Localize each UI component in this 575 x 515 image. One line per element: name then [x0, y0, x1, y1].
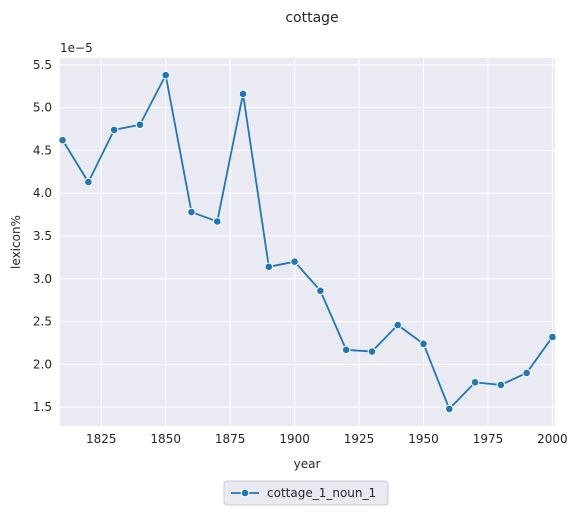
data-point	[419, 339, 428, 349]
data-point	[341, 345, 351, 355]
series-group	[58, 70, 557, 414]
data-point	[84, 177, 93, 187]
y-tick-label: 4.5	[33, 143, 52, 157]
data-point	[238, 89, 248, 99]
data-point	[393, 320, 403, 330]
data-point	[290, 257, 299, 266]
series-line	[61, 74, 554, 410]
y-tick-label: 4.0	[33, 186, 52, 200]
data-point	[548, 332, 557, 342]
data-point	[264, 262, 274, 272]
x-tick-label: 2000	[537, 432, 568, 446]
legend-box	[223, 480, 389, 506]
x-tick-label: 1975	[473, 432, 504, 446]
x-tick-label: 1875	[215, 432, 246, 446]
y-tick-label: 1.5	[33, 400, 52, 414]
legend-entry-label: cottage_1_noun_1	[267, 486, 376, 500]
legend: cottage_1_noun_1	[223, 480, 389, 506]
data-point	[58, 135, 67, 145]
data-point	[496, 380, 506, 390]
y-tick-label: 2.0	[33, 357, 52, 371]
chart-title: cottage	[285, 10, 338, 26]
x-tick-label: 1850	[150, 432, 181, 446]
y-axis-label: lexicon%	[9, 215, 23, 269]
data-point	[470, 378, 480, 387]
y-tick-label: 5.5	[33, 58, 52, 72]
legend-marker-swatch	[240, 488, 250, 498]
y-offset-label: 1e−5	[60, 41, 93, 55]
x-tick-labels: 1825 1850 1875 1900 1925 1950 1975 2000	[86, 432, 568, 446]
grid-lines	[60, 58, 555, 426]
x-tick-label: 1825	[86, 432, 117, 446]
x-tick-label: 1925	[344, 432, 375, 446]
data-point	[135, 120, 145, 130]
plot-area	[60, 58, 555, 426]
y-tick-label: 3.5	[33, 229, 52, 243]
data-point	[522, 368, 531, 378]
data-point	[187, 207, 196, 217]
data-point	[212, 217, 222, 226]
x-axis-label: year	[294, 457, 321, 471]
y-tick-label: 3.0	[33, 272, 52, 286]
data-point	[316, 286, 325, 296]
y-tick-label: 5.0	[33, 101, 52, 115]
x-tick-label: 1950	[408, 432, 439, 446]
x-tick-label: 1900	[279, 432, 310, 446]
data-point	[367, 347, 377, 356]
data-point	[444, 404, 454, 414]
data-point	[109, 125, 119, 135]
y-tick-labels: 1.5 2.0 2.5 3.0 3.5 4.0 4.5 5.0 5.5	[33, 58, 52, 414]
y-tick-label: 2.5	[33, 315, 52, 329]
data-point	[161, 70, 171, 80]
